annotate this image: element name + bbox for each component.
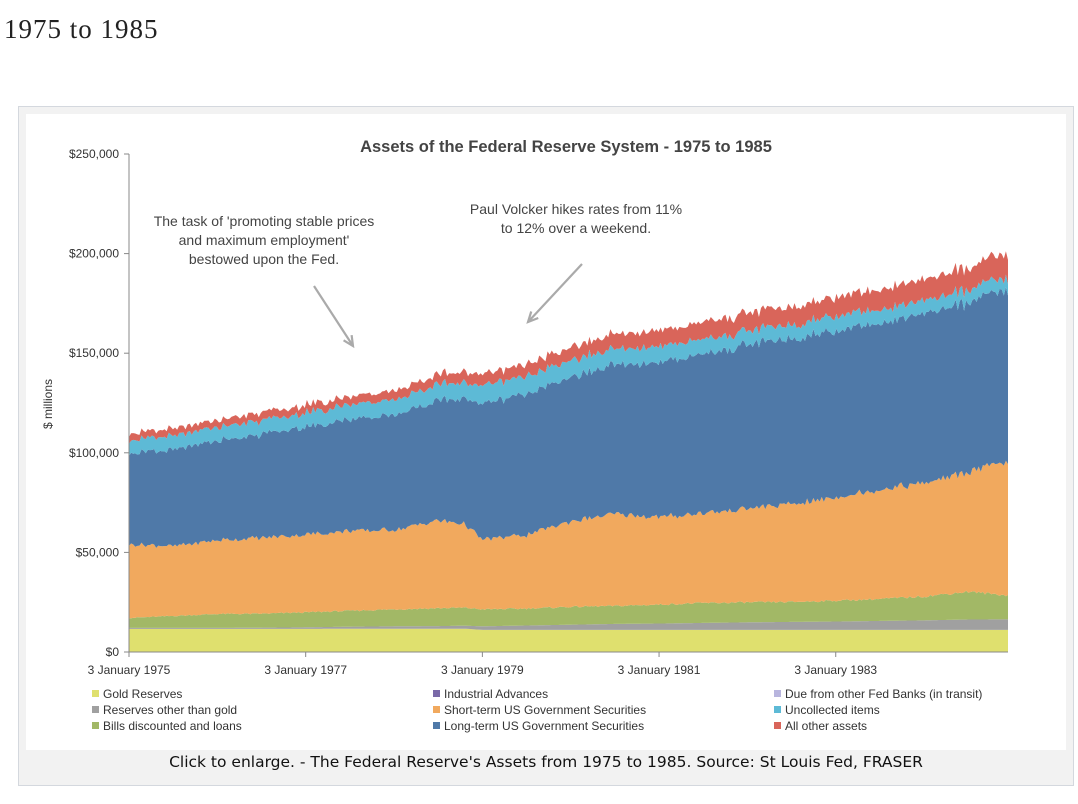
annotation-text: The task of 'promoting stable prices: [154, 213, 375, 229]
legend-label-long-term-us-government-securities: Long-term US Government Securities: [444, 719, 644, 733]
area-reserves-other-than-gold: [129, 619, 1008, 630]
area-gold-reserves: [129, 628, 1008, 652]
y-tick-label: $100,000: [69, 446, 119, 460]
figure-frame[interactable]: $0 $50,000 $100,000 $150,000 $200,000 $250,00…: [18, 106, 1074, 786]
legend-label-uncollected-items: Uncollected items: [785, 703, 880, 717]
legend-label-short-term-us-government-securities: Short-term US Government Securities: [444, 703, 646, 717]
x-tick-label: 3 January 1975: [88, 663, 171, 677]
y-tick-label: $50,000: [76, 545, 120, 559]
stacked-area-chart: $0 $50,000 $100,000 $150,000 $200,000 $250,00…: [41, 138, 1008, 733]
y-tick-label: $150,000: [69, 346, 119, 360]
area-all-other-assets: [129, 251, 1008, 444]
legend-swatch-gold-reserves: [92, 690, 99, 697]
legend-swatch-uncollected-items: [774, 706, 781, 713]
annotation-arrow-shaft: [313, 285, 354, 347]
legend-label-reserves-other-than-gold: Reserves other than gold: [103, 703, 237, 717]
legend-swatch-due-from-other-fed-banks-in-transit: [774, 690, 781, 697]
annotation-arrow-shaft: [527, 263, 583, 323]
x-tick-label: 3 January 1979: [441, 663, 524, 677]
area-short-term-us-government-securities: [129, 460, 1008, 619]
legend-label-all-other-assets: All other assets: [785, 719, 867, 733]
x-tick-label: 3 January 1981: [618, 663, 701, 677]
legend-label-industrial-advances: Industrial Advances: [444, 687, 548, 701]
legend-swatch-reserves-other-than-gold: [92, 706, 99, 713]
area-long-term-us-government-securities: [129, 287, 1008, 548]
chart-panel: $0 $50,000 $100,000 $150,000 $200,000 $250,00…: [26, 114, 1066, 750]
legend-swatch-all-other-assets: [774, 722, 781, 729]
x-tick-label: 3 January 1977: [264, 663, 347, 677]
area-uncollected-items: [129, 274, 1008, 456]
page-heading: 1975 to 1985: [4, 14, 159, 44]
legend-swatch-short-term-us-government-securities: [433, 706, 440, 713]
chart-title: Assets of the Federal Reserve System - 1…: [360, 138, 772, 156]
y-tick-label: $250,000: [69, 147, 119, 161]
annotation-arrow-head: [526, 311, 539, 324]
legend-label-gold-reserves: Gold Reserves: [103, 687, 182, 701]
y-tick-label: $0: [106, 645, 120, 659]
annotation-text: to 12% over a weekend.: [501, 220, 651, 236]
area-bills-discounted-and-loans: [129, 590, 1008, 628]
legend-label-due-from-other-fed-banks-in-transit: Due from other Fed Banks (in transit): [785, 687, 982, 701]
legend-swatch-industrial-advances: [433, 690, 440, 697]
y-axis-label: $ millions: [41, 379, 55, 429]
annotation-text: and maximum employment': [179, 232, 350, 248]
figure-caption[interactable]: Click to enlarge. - The Federal Reserve'…: [169, 753, 923, 771]
legend-swatch-bills-discounted-and-loans: [92, 722, 99, 729]
y-tick-label: $200,000: [69, 247, 119, 261]
legend-swatch-long-term-us-government-securities: [433, 722, 440, 729]
x-tick-label: 3 January 1983: [794, 663, 877, 677]
legend-label-bills-discounted-and-loans: Bills discounted and loans: [103, 719, 242, 733]
annotation-text: Paul Volcker hikes rates from 11%: [470, 201, 682, 217]
annotation-text: bestowed upon the Fed.: [189, 251, 339, 267]
annotation-arrow-head: [343, 334, 355, 349]
